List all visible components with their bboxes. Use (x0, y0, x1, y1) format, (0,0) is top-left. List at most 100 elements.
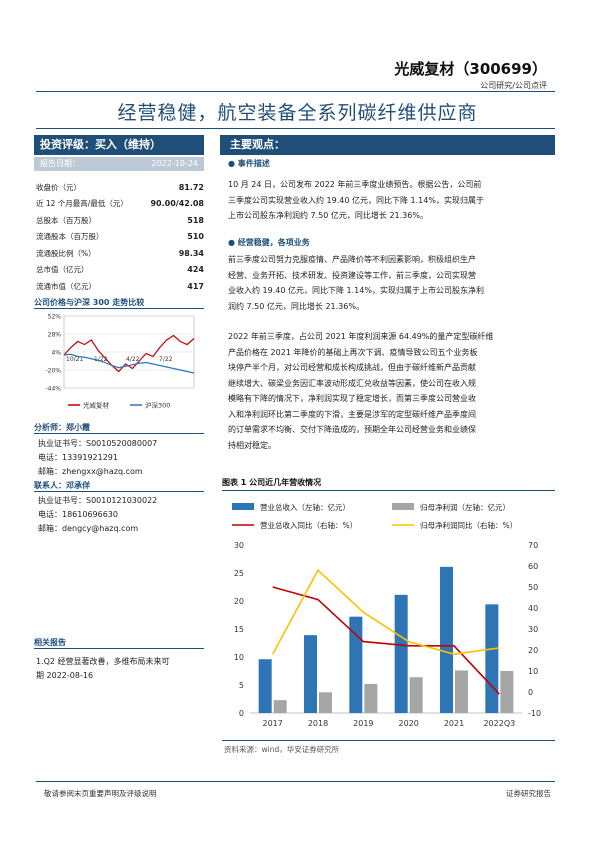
y-right-tick-label: 70 (528, 541, 538, 550)
paragraph-line: 持相对稳定。 (228, 440, 276, 450)
paragraph-line: 入和净利润环比第二季度的下滑，主要是涉军的定型碳纤维产品季度间 (228, 409, 476, 419)
metric-value: 424 (187, 265, 204, 274)
footer-disclaimer: 敬请参阅末页重要声明及评级说明 (44, 789, 157, 798)
net-profit-bar (364, 683, 378, 713)
header-divider (36, 91, 555, 92)
metric-value: 98.34 (178, 248, 204, 258)
legend-label-company: 光威复材 (83, 401, 110, 410)
paragraph-line: 三季度公司实现营业收入约 19.40 亿元，同比下降 1.14%，实现归属于 (228, 195, 484, 205)
bullet-icon: ● (228, 238, 238, 247)
business-heading: ● 经营稳健，各项业务 (228, 237, 310, 248)
legend-label-index: 沪深300 (145, 401, 170, 410)
paragraph-line: 块停产半个月，对公司经营和成长构成挑战，但由于碳纤维新产品贡献 (228, 363, 476, 372)
net-profit-bar (455, 670, 468, 713)
metric-label: 总市值（亿元） (36, 265, 89, 274)
revenue-bar (440, 566, 453, 713)
analyst1-divider (34, 433, 204, 434)
figure-source: 资料来源：wind，华安证券研究所 (224, 745, 340, 754)
y-tick-label: -44% (45, 386, 61, 393)
x-tick-label: 2022Q3 (483, 719, 515, 728)
legend-label: 归母净利润（左轴：亿元） (420, 502, 510, 512)
metric-label: 近 12 个月最高/最低（元） (36, 199, 128, 208)
report-date-value: 2022-10-24 (151, 159, 199, 168)
y-right-tick-label: 10 (528, 667, 538, 676)
related-report-1-date[interactable]: 期 2022-08-16 (36, 671, 94, 680)
report-date-bar: 报告日期： 2022-10-24 (34, 157, 204, 171)
metric-row: 流通股本（百万股） 510 (36, 230, 204, 244)
analyst1-cert: 执业证书号：S0010520080007 (38, 439, 158, 448)
company-name: 光威复材（300699） (394, 60, 547, 78)
x-tick-label: 2019 (353, 719, 373, 728)
x-tick-label: 1/22 (94, 356, 108, 363)
figure-divider-top (222, 490, 555, 491)
legend-swatch (392, 503, 414, 510)
y-left-tick-label: 25 (234, 569, 244, 578)
metric-label: 流通股本（百万股） (36, 232, 104, 241)
paragraph-line: 模略有下降的情况下，净利润实现了稳定增长，而第三季度公司营业收 (228, 394, 476, 403)
analyst2-phone: 电话：18610696630 (38, 510, 118, 519)
revenue-chart: 营业总收入（左轴：亿元） 归母净利润（左轴：亿元） 营业总收入同比（右轴：%） 归母净… (232, 502, 541, 728)
paragraph-line: 的订单需求不均衡、交付下降造成的，预期全年公司经营业务和业绩保 (228, 425, 476, 434)
net-profit-bar (273, 700, 287, 713)
figure-divider-bottom (222, 740, 555, 741)
net-profit-bar (409, 677, 423, 713)
x-tick-label: 2017 (262, 719, 282, 728)
metric-row: 收盘价（元） 81.72 (36, 180, 204, 194)
event-heading: ● 事件描述 (228, 158, 270, 169)
detail-paragraph: 2022 年前三季度，占公司 2021 年度利润来源 64.49%的量产定型碳纤… (228, 329, 554, 453)
paragraph-line: 10 月 24 日，公司发布 2022 年前三季度业绩预告。根据公告，公司前 (228, 180, 482, 189)
y-right-tick-label: 0 (528, 688, 533, 697)
y-tick-label: -20% (45, 368, 61, 375)
y-tick-label: 28% (48, 332, 62, 339)
net-profit-growth-line (271, 568, 500, 656)
report-date-label: 报告日期： (40, 159, 80, 168)
analyst2-title: 联系人：邓承佯 (34, 481, 90, 490)
y-left-tick-label: 10 (234, 653, 244, 662)
paragraph-line: 润约 7.50 亿元，同比增长 21.36%。 (228, 301, 364, 311)
y-left-tick-label: 15 (234, 625, 244, 634)
business-heading-text: 经营稳健，各项业务 (237, 238, 310, 247)
revenue-bar (304, 635, 317, 713)
metric-label: 收盘价（元） (36, 182, 81, 192)
analyst1-phone: 电话：13391921291 (38, 453, 118, 462)
revenue-bar (394, 594, 408, 713)
analyst2-divider (34, 491, 204, 492)
paragraph-line: 产品价格在 2021 年降价的基础上再次下调、疫情导致公司五个业务板 (228, 347, 478, 357)
rating-banner: 投资评级：买入（维持） (34, 135, 204, 155)
main-points-banner: 主要观点： (220, 135, 555, 155)
paragraph-line: 业收入约 19.40 亿元，同比下降 1.14%，实现归属于上市公司股东净利 (228, 286, 484, 295)
y-right-tick-label: 60 (528, 562, 538, 571)
net-profit-bar (319, 692, 332, 713)
metric-row: 流通市值（亿元） 417 (36, 279, 204, 293)
title-divider (36, 128, 555, 129)
price-chart-title: 公司价格与沪深 300 走势比较 (34, 298, 145, 307)
y-tick-label: 52% (48, 314, 62, 321)
y-left-tick-label: 0 (239, 709, 244, 718)
event-heading-text: 事件描述 (237, 159, 270, 168)
index-price-line (63, 353, 195, 374)
legend-label: 营业总收入同比（右轴：%） (260, 520, 357, 530)
price-comparison-chart: 52% 28% 4% -20% -44% 10/21 1/22 4/22 7/22 光威复材 沪深3… (45, 314, 195, 410)
analyst1-email[interactable]: 邮箱：zhengxx@hazq.com (38, 467, 143, 476)
metric-value: 417 (187, 281, 204, 291)
legend-label: 归母净利润同比（右轴：%） (420, 520, 517, 530)
y-right-tick-label: 50 (528, 583, 538, 592)
x-tick-label: 2018 (308, 719, 328, 728)
metric-label: 流通市值（亿元） (36, 281, 96, 291)
analyst2-email[interactable]: 邮箱：dengcy@hazq.com (38, 524, 139, 533)
figure-title: 图表 1 公司近几年营收情况 (222, 478, 322, 487)
metric-row: 流通股比例（%） 98.34 (36, 246, 204, 260)
revenue-bar (258, 659, 272, 713)
paragraph-line: 继续增大、碳梁业务因汇率波动形成汇兑收益等因素，使公司在收入规 (228, 378, 476, 388)
paragraph-line: 上市公司股东净利润约 7.50 亿元，同比增长 21.36%。 (228, 211, 428, 220)
related-report-1[interactable]: 1.Q2 经营显著改善，多维布局未来可 (36, 657, 170, 666)
x-tick-label: 4/22 (126, 356, 140, 363)
metric-value: 81.72 (178, 182, 204, 192)
y-left-tick-label: 20 (234, 597, 244, 606)
x-tick-label: 7/22 (159, 356, 173, 363)
analyst1-title: 分析师：郑小霞 (34, 423, 90, 432)
paragraph-line: 前三季度公司努力克服疫情、产品降价等不利因素影响，积极组织生产 (228, 255, 476, 264)
metric-row: 总市值（亿元） 424 (36, 263, 204, 277)
net-profit-bar (500, 671, 514, 713)
x-tick-label: 2020 (398, 719, 418, 728)
